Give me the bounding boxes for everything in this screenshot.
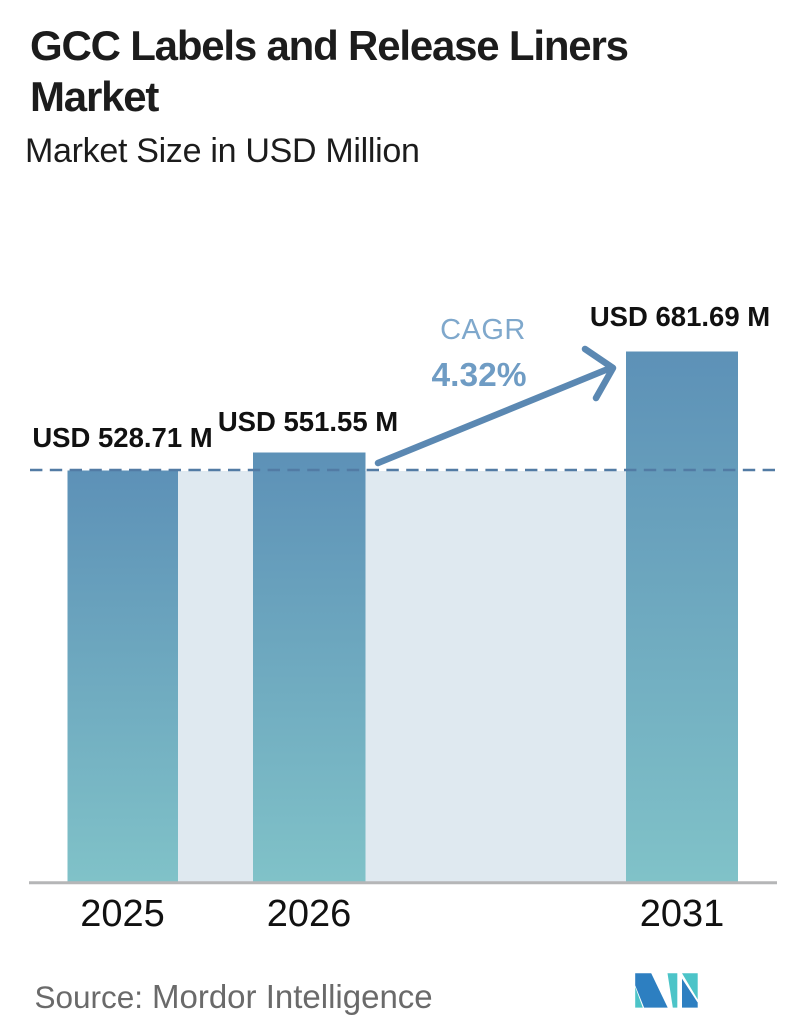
- svg-text:Market: Market: [30, 73, 159, 120]
- svg-text:2025: 2025: [80, 893, 165, 935]
- svg-text:Mordor Intelligence: Mordor Intelligence: [152, 978, 433, 1015]
- svg-text:2026: 2026: [267, 893, 352, 935]
- svg-text:CAGR: CAGR: [440, 314, 526, 346]
- svg-text:USD 528.71 M: USD 528.71 M: [32, 422, 212, 453]
- svg-text:Market Size in USD Million: Market Size in USD Million: [25, 132, 420, 170]
- svg-text:USD 551.55 M: USD 551.55 M: [218, 406, 398, 437]
- svg-text:Source:: Source:: [35, 979, 144, 1015]
- svg-text:4.32%: 4.32%: [432, 357, 527, 394]
- svg-text:GCC Labels and Release Liners: GCC Labels and Release Liners: [30, 22, 628, 69]
- svg-text:USD 681.69 M: USD 681.69 M: [590, 301, 770, 332]
- svg-text:2031: 2031: [640, 893, 725, 935]
